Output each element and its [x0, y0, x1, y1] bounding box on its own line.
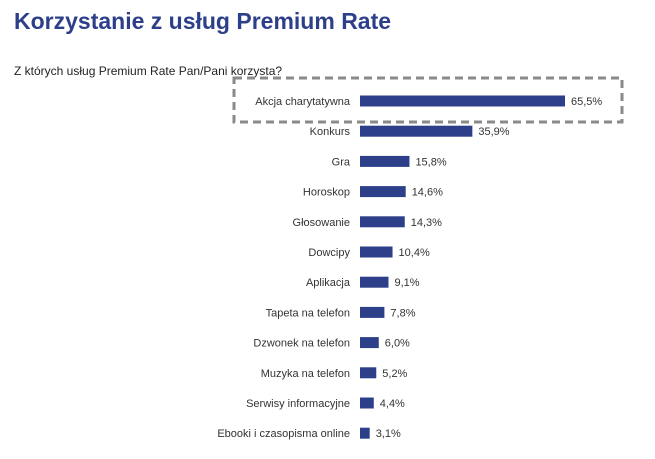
bar [360, 367, 377, 379]
bar [360, 155, 410, 167]
category-label: Ebooki i czasopisma online [217, 428, 350, 440]
bar [360, 397, 374, 409]
value-label: 14,3% [411, 217, 442, 229]
category-label: Gra [332, 156, 351, 168]
value-label: 4,4% [380, 398, 405, 410]
value-label: 65,5% [571, 96, 602, 108]
value-label: 6,0% [385, 338, 410, 350]
category-label: Tapeta na telefon [266, 307, 350, 319]
bar [360, 125, 473, 137]
bar [360, 186, 406, 198]
value-label: 3,1% [376, 428, 401, 440]
value-label: 35,9% [478, 126, 509, 138]
value-label: 9,1% [394, 277, 419, 289]
value-label: 7,8% [390, 307, 415, 319]
bar [360, 276, 389, 288]
category-label: Głosowanie [293, 217, 350, 229]
chart-question: Z których usług Premium Rate Pan/Pani ko… [14, 64, 283, 78]
value-label: 14,6% [412, 187, 443, 199]
bar [360, 427, 370, 439]
category-label: Muzyka na telefon [261, 368, 350, 380]
value-label: 10,4% [399, 247, 430, 259]
page-title: Korzystanie z usług Premium Rate [14, 8, 392, 34]
category-label: Aplikacja [306, 277, 351, 289]
bar [360, 306, 385, 318]
value-label: 15,8% [415, 156, 446, 168]
category-label: Dzwonek na telefon [253, 338, 350, 350]
bar [360, 95, 565, 107]
category-label: Horoskop [303, 187, 350, 199]
category-label: Dowcipy [308, 247, 350, 259]
value-label: 5,2% [382, 368, 407, 380]
category-label: Akcja charytatywna [255, 96, 351, 108]
bar [360, 337, 379, 349]
bar [360, 246, 393, 258]
highlight-box [232, 76, 624, 124]
bar [360, 216, 405, 228]
category-label: Konkurs [310, 126, 351, 138]
category-label: Serwisy informacyjne [246, 398, 350, 410]
